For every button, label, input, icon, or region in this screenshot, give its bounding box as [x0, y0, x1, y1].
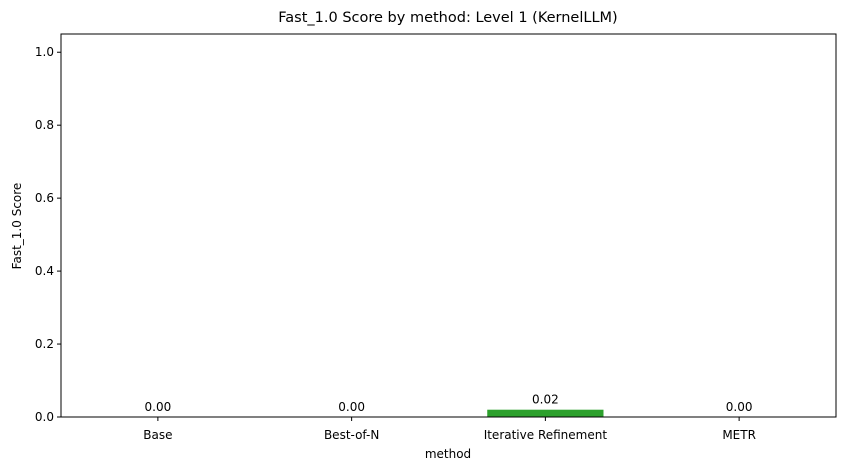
bar-2: [487, 409, 604, 417]
plot-frame: [60, 33, 837, 418]
x-tick-label: Base: [143, 428, 172, 442]
bar-value-label: 0.00: [145, 400, 172, 414]
chart-title: Fast_1.0 Score by method: Level 1 (Kerne…: [278, 10, 617, 26]
y-tick-label: 0.6: [35, 191, 54, 205]
x-axis-ticks: Base Best-of-N Iterative Refinement METR: [143, 417, 756, 442]
plot-area: [61, 34, 836, 417]
y-tick-label: 0.2: [35, 337, 54, 351]
y-axis-label: Fast_1.0 Score: [10, 183, 24, 270]
y-tick-label: 0.0: [35, 410, 54, 424]
x-tick-label: Iterative Refinement: [484, 428, 608, 442]
bar-value-labels: 0.00 0.00 0.02 0.00: [145, 393, 753, 414]
y-tick-label: 1.0: [35, 45, 54, 59]
x-tick-label: METR: [722, 428, 756, 442]
bar-value-label: 0.00: [726, 400, 753, 414]
bar-value-label: 0.00: [338, 400, 365, 414]
y-tick-label: 0.4: [35, 264, 54, 278]
bar-value-label: 0.02: [532, 393, 559, 407]
x-tick-label: Best-of-N: [324, 428, 379, 442]
y-tick-label: 0.8: [35, 118, 54, 132]
x-axis-label: method: [425, 447, 471, 461]
bars-group: [487, 409, 604, 417]
y-axis-ticks: 0.0 0.2 0.4 0.6 0.8 1.0: [35, 45, 61, 424]
